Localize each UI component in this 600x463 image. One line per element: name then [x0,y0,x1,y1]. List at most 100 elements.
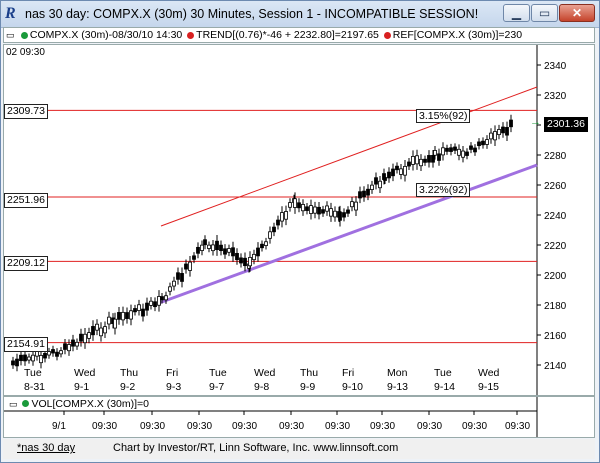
time-tick-label: 09:30 [232,421,257,432]
date-label: 9-7 [209,381,224,393]
price-chart[interactable]: 2340232023002280226022402220220021802160… [4,45,594,395]
callout-upper: 3.15%(92) [416,109,471,123]
legend-trend[interactable]: TREND[(0.76)*-46 + 2232.80]=2197.65 [196,29,379,42]
price-tick-label: 2340 [544,61,567,72]
volume-legend: ▭ VOL[COMPX.X (30m)]=0 [9,398,149,410]
candle-body [419,158,423,167]
candle-body [168,286,172,292]
candle-body [137,304,141,311]
candle-body [125,312,129,319]
close-button[interactable]: ✕ [559,4,595,22]
time-tick-label: 09:30 [325,421,350,432]
maximize-button[interactable]: ▭ [531,4,558,22]
trend-channel-upper [160,86,538,227]
date-label: 9-15 [478,381,499,393]
candle-body [284,211,288,220]
candle-body [509,119,513,128]
trend-dot-icon [187,31,195,39]
volume-menu-icon[interactable]: ▭ [9,399,18,409]
candle-body [19,354,23,362]
candle-body [256,247,260,257]
candle-body [313,206,317,214]
time-tick-label: 09:30 [140,421,165,432]
candle-body [192,255,196,260]
candle-body [309,205,313,214]
day-of-week-label: Thu [300,367,318,379]
price-chart-panel[interactable]: 2340232023002280226022402220220021802160… [3,44,595,396]
price-tick-label: 2240 [544,211,567,222]
legend-ref[interactable]: REF[COMPX.X (30m)]=230 [392,29,523,42]
candle-body [207,244,211,249]
candle-body [350,201,354,208]
price-tick-label: 2320 [544,91,567,102]
candle-body [39,354,43,364]
candle-body [423,158,427,163]
status-bar: *nas 30 day Chart by Investor/RT, Linn S… [3,439,595,459]
panel-menu-icon[interactable]: ▭ [6,30,15,41]
candle-body [103,326,107,334]
candle-body [145,302,149,311]
candle-body [358,191,362,199]
current-price-arrow-icon: → [530,116,541,128]
candle-body [493,131,497,141]
volume-panel[interactable]: 9/1 09:30 09:30 09:30 09:30 09:30 09:30 09:30 09… [3,396,595,438]
credit-text: Chart by Investor/RT, Linn Software, Inc… [113,442,399,454]
candle-body [223,248,227,255]
legend-symbol[interactable]: COMPX.X (30m)-08/30/10 14:30 [29,29,183,42]
candle-body [215,240,219,251]
candle-body [91,326,95,336]
candle-body [43,353,47,359]
candle-body [180,273,184,282]
chart-page-tab[interactable]: *nas 30 day [17,442,76,454]
candle-body [63,343,67,350]
candle-body [239,257,243,264]
candle-body [67,344,71,352]
date-label: 9-1 [74,381,89,393]
time-tick-label: 9/1 [52,421,66,432]
candle-body [243,257,247,267]
chart-legend: ▭ COMPX.X (30m)-08/30/10 14:30 TREND[(0.… [3,27,595,43]
candle-body [445,147,449,152]
candle-body [176,272,180,280]
candle-body [121,311,125,321]
candle-body [383,177,387,181]
candle-body [395,165,399,171]
candle-body [71,339,75,347]
candle-body [75,341,79,347]
candle-body [107,316,111,325]
candle-body [333,210,337,218]
candle-body [473,147,477,153]
candle-body [346,209,350,214]
candle-body [23,354,27,362]
time-tick-label: 09:30 [279,421,304,432]
candle-body [317,206,321,215]
candle-body [188,261,192,271]
candle-body [280,212,284,222]
candle-body [301,204,305,212]
price-tick-label: 2160 [544,331,567,342]
candle-body [485,139,489,145]
date-label: 8-31 [24,381,45,393]
candle-body [374,177,378,185]
day-of-week-label: Tue [434,367,452,379]
candle-body [149,300,153,306]
candle-body [469,145,473,150]
date-label: 9-9 [300,381,315,393]
day-of-week-label: Wed [74,367,96,379]
candle-body [325,205,329,212]
title-bar[interactable]: R nas 30 day: COMPX.X (30m) 30 Minutes, … [1,1,599,28]
candle-body [477,141,481,147]
day-of-week-label: Mon [387,367,408,379]
date-label: 9-10 [342,381,363,393]
candle-body [437,153,441,161]
candle-body [342,212,346,218]
time-tick-label: 09:30 [462,421,487,432]
candle-body [117,312,121,320]
candle-body [338,211,342,221]
top-left-time-label: 02 09:30 [6,47,45,58]
candle-body [501,126,505,134]
minimize-button[interactable]: ▁ [503,4,530,22]
candle-body [433,150,437,156]
candle-body [153,301,157,308]
candle-body [465,151,469,156]
